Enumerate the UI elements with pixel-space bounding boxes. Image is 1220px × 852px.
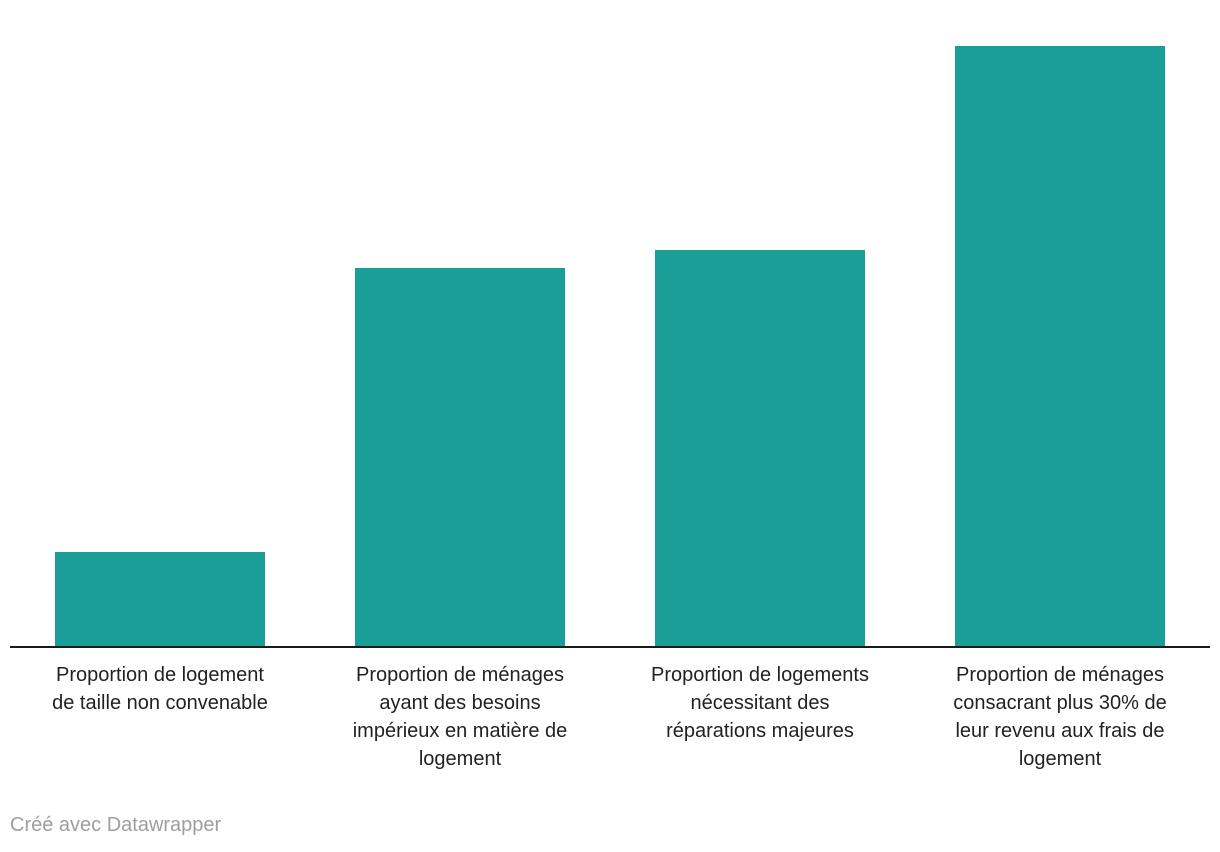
- bar-3: [655, 250, 865, 646]
- bar-2: [355, 268, 565, 646]
- category-label-3: Proportion de logements nécessitant des …: [651, 664, 869, 742]
- plot-area: [55, 46, 1165, 646]
- bar-1: [55, 552, 265, 646]
- category-label-4: Proportion de ménages consacrant plus 30…: [953, 664, 1167, 770]
- datawrapper-credit-link[interactable]: Créé avec Datawrapper: [10, 814, 222, 836]
- category-label-2: Proportion de ménages ayant des besoins …: [352, 664, 568, 770]
- bar-4: [955, 46, 1165, 646]
- category-label-1: Proportion de logement de taille non con…: [52, 664, 268, 714]
- x-axis-line: [10, 646, 1210, 648]
